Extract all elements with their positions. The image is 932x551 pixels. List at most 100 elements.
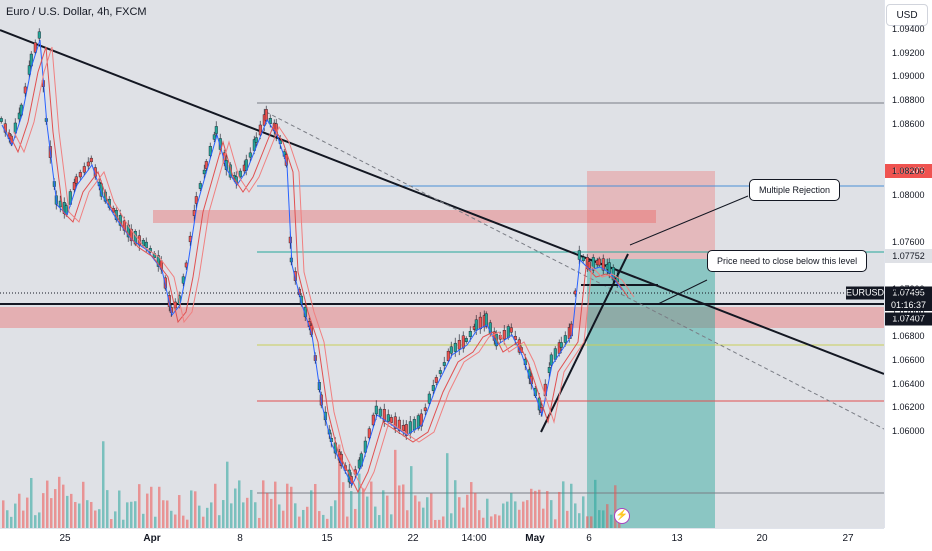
- candlestick: [33, 42, 37, 53]
- price-tick-label: 1.06400: [892, 378, 925, 389]
- volume-bar: [274, 481, 277, 528]
- candlestick: [412, 419, 416, 431]
- time-tick-label: 22: [407, 533, 419, 544]
- time-tick-label: 25: [59, 533, 71, 544]
- price-tick-label: 1.07200: [892, 284, 925, 295]
- volume-bar: [178, 495, 181, 528]
- candlestick: [144, 241, 148, 249]
- candlestick: [72, 182, 76, 190]
- candlestick: [587, 261, 591, 269]
- time-axis[interactable]: [0, 528, 884, 551]
- volume-bar: [546, 491, 549, 528]
- volume-bar: [422, 507, 425, 528]
- candlestick: [86, 161, 90, 167]
- candlestick: [601, 258, 605, 271]
- symbol-title: Euro / U.S. Dollar, 4h, FXCM: [6, 6, 147, 18]
- volume-bar: [298, 516, 301, 528]
- volume-bar: [402, 484, 405, 528]
- candlestick: [293, 271, 297, 281]
- volume-bar: [278, 504, 281, 528]
- volume-bar: [434, 519, 437, 528]
- candlestick: [446, 350, 450, 362]
- candlestick: [371, 414, 375, 426]
- volume-bar: [414, 495, 417, 528]
- volume-bar: [86, 500, 89, 528]
- volume-bar: [90, 501, 93, 528]
- candlestick: [549, 354, 553, 366]
- candlestick: [431, 385, 435, 391]
- callout-pointer-1: [629, 195, 749, 246]
- volume-bar: [98, 509, 101, 528]
- volume-bar: [538, 489, 541, 528]
- volume-bar: [550, 500, 553, 528]
- candlestick: [449, 346, 453, 354]
- volume-bar: [562, 481, 565, 528]
- ma-mid-line: [7, 46, 629, 494]
- volume-bar: [66, 495, 69, 528]
- volume-bar: [506, 501, 509, 528]
- candlestick: [474, 319, 478, 331]
- volume-bar: [82, 481, 85, 528]
- volume-bar: [474, 492, 477, 528]
- volume-bar: [370, 481, 373, 528]
- volume-bar: [294, 503, 297, 528]
- callout-pointer-2: [657, 279, 708, 305]
- candlestick: [156, 255, 160, 267]
- uptrend-line: [540, 253, 629, 433]
- volume-bar: [518, 509, 521, 528]
- price-tick-label: 1.08000: [892, 189, 925, 200]
- candlestick: [389, 417, 393, 423]
- candlestick: [427, 393, 431, 404]
- volume-bar: [522, 501, 525, 528]
- candlestick: [198, 183, 202, 189]
- lightning-icon[interactable]: ⚡: [614, 508, 630, 524]
- volume-bar: [138, 484, 141, 528]
- candlestick: [591, 257, 595, 271]
- volume-bar: [26, 497, 29, 528]
- callout-close-below[interactable]: Price need to close below this level: [707, 250, 868, 272]
- volume-bar: [586, 516, 589, 528]
- volume-bar: [170, 510, 173, 528]
- candlestick: [563, 335, 567, 343]
- price-axis[interactable]: [884, 0, 932, 528]
- volume-bar: [394, 449, 397, 528]
- time-tick-label: 15: [321, 533, 333, 544]
- volume-bar: [570, 483, 573, 528]
- volume-bar: [490, 516, 493, 528]
- volume-bar: [534, 490, 537, 528]
- candlestick: [416, 415, 420, 429]
- volume-bar: [190, 490, 193, 528]
- volume-bar: [334, 500, 337, 528]
- chart-canvas[interactable]: Euro / U.S. Dollar, 4h, FXCM Multiple Re…: [0, 0, 884, 528]
- volume-bar: [10, 516, 13, 528]
- callout-multiple-rejection[interactable]: Multiple Rejection: [749, 179, 841, 201]
- volume-bar: [126, 502, 129, 528]
- volume-bar: [210, 502, 213, 528]
- volume-bar: [374, 506, 377, 528]
- volume-bar: [430, 493, 433, 528]
- candlestick: [397, 419, 401, 431]
- volume-bar: [258, 517, 261, 528]
- volume-bar: [290, 486, 293, 528]
- volume-bar: [526, 500, 529, 528]
- candlestick: [438, 370, 442, 374]
- currency-button[interactable]: USD: [886, 4, 928, 26]
- volume-bar: [410, 466, 413, 528]
- volume-bar: [282, 510, 285, 528]
- level-price-badge: 1.07407: [885, 312, 932, 326]
- price-tick-label: 1.06600: [892, 355, 925, 366]
- price-tick-label: 1.08200: [892, 165, 925, 176]
- candlestick: [404, 424, 408, 436]
- symbol-badge: EURUSD: [846, 286, 885, 300]
- stop-price-badge: 1.08375: [885, 164, 932, 178]
- price-tick-label: 1.09200: [892, 47, 925, 58]
- volume-bar: [74, 501, 77, 528]
- last-price-badge: 1.07495: [885, 286, 932, 300]
- volume-bar: [70, 493, 73, 528]
- candlestick: [58, 200, 62, 208]
- price-tick-label: 1.07600: [892, 236, 925, 247]
- price-tick-label: 1.06000: [892, 426, 925, 437]
- candlestick: [442, 362, 446, 366]
- volume-bar: [102, 441, 105, 528]
- volume-bar: [134, 501, 137, 528]
